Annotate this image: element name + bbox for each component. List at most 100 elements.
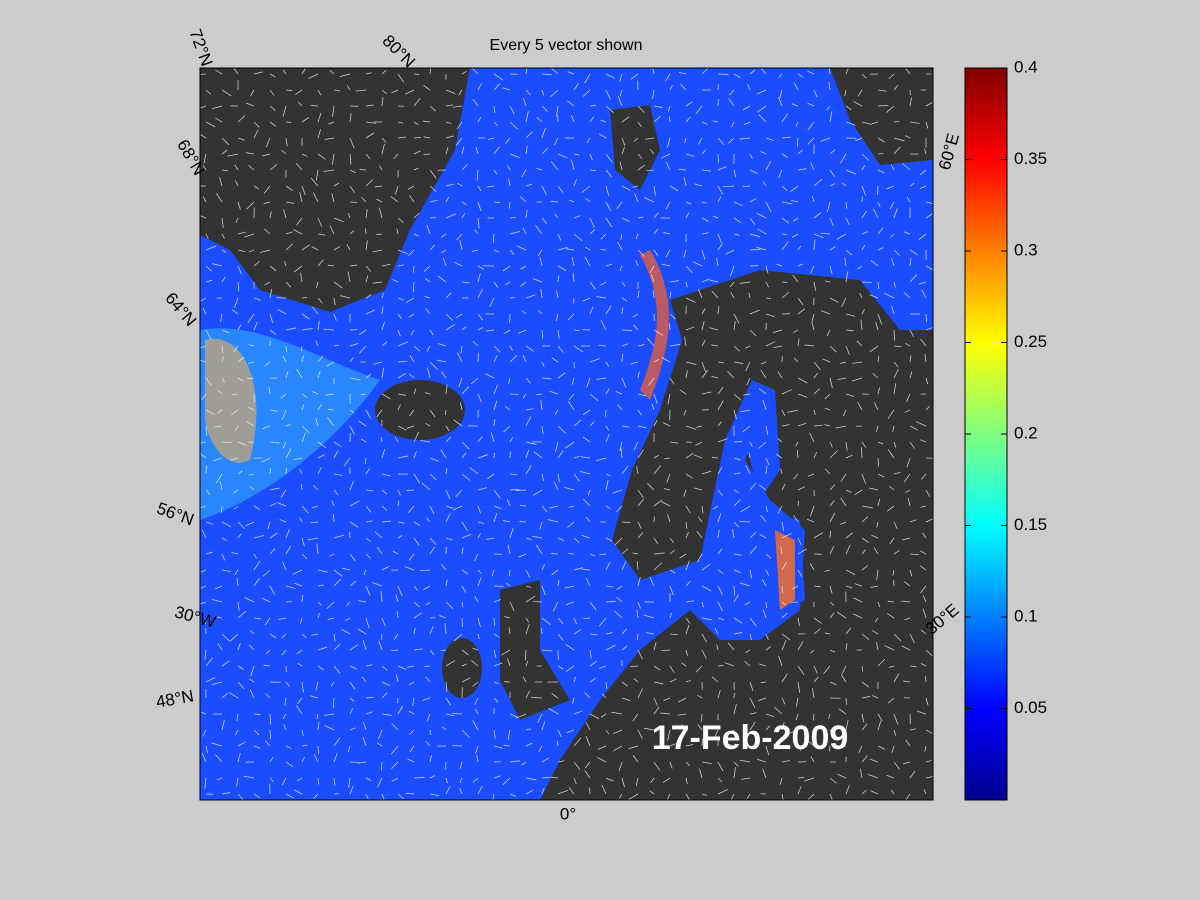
vector: [237, 115, 246, 123]
vector: [582, 436, 591, 443]
vector: [541, 147, 549, 155]
vector: [525, 742, 533, 747]
vector: [325, 393, 335, 396]
vector: [477, 577, 482, 587]
vector: [765, 505, 768, 512]
vector: [861, 789, 867, 795]
vector: [395, 674, 399, 683]
vector: [845, 105, 852, 111]
vector: [236, 777, 239, 787]
vector: [797, 500, 800, 507]
vector: [845, 585, 853, 589]
vector: [493, 729, 496, 739]
vector: [365, 793, 369, 800]
vector: [757, 758, 767, 763]
vector: [525, 131, 533, 139]
vector: [246, 421, 255, 427]
vector: [748, 292, 751, 299]
vector: [584, 761, 591, 769]
vector: [413, 431, 419, 443]
vector: [621, 146, 625, 155]
vector: [861, 549, 867, 555]
vector: [739, 281, 751, 284]
vector: [219, 481, 223, 491]
vector: [397, 489, 401, 496]
vector: [508, 627, 511, 635]
vector: [533, 451, 543, 459]
vector: [570, 159, 575, 171]
vector: [396, 611, 399, 619]
vector: [605, 153, 613, 163]
vector: [617, 404, 623, 411]
current-zone: [205, 338, 257, 463]
vector: [525, 449, 530, 459]
vector: [685, 580, 691, 587]
vector: [765, 569, 770, 576]
vector: [733, 761, 739, 767]
vector: [743, 121, 751, 126]
vector: [925, 649, 933, 657]
vector: [200, 73, 207, 75]
vector: [475, 146, 479, 155]
vector: [628, 793, 639, 800]
vector: [619, 441, 623, 452]
vector: [458, 377, 463, 388]
vector: [637, 688, 643, 699]
vector: [810, 265, 815, 274]
vector: [774, 706, 783, 715]
vector: [824, 280, 831, 283]
vector: [653, 761, 661, 771]
vector: [316, 543, 319, 555]
vector: [717, 438, 728, 443]
vector: [793, 473, 799, 480]
vector: [236, 578, 239, 587]
vector: [859, 292, 863, 299]
vector: [295, 162, 303, 171]
vector: [733, 521, 739, 528]
vector: [749, 633, 752, 641]
vector: [845, 544, 851, 555]
vector: [613, 745, 623, 752]
vector: [461, 71, 467, 75]
vector: [285, 371, 289, 379]
vector: [409, 729, 415, 735]
vector: [717, 529, 720, 539]
vector: [333, 473, 343, 476]
vector: [436, 359, 447, 363]
vector: [697, 288, 703, 299]
vector: [909, 441, 915, 449]
vector: [323, 169, 335, 172]
vector: [557, 617, 564, 625]
vector: [219, 177, 223, 187]
vector: [893, 441, 897, 448]
vector: [429, 473, 437, 481]
vector: [281, 150, 287, 155]
vector: [861, 695, 871, 699]
vector: [628, 745, 639, 750]
vector: [723, 185, 735, 188]
vector: [221, 377, 225, 383]
vector: [365, 104, 374, 107]
vector: [919, 550, 927, 555]
vector: [666, 137, 671, 148]
vector: [564, 486, 575, 491]
vector: [797, 168, 807, 171]
vector: [797, 422, 807, 427]
vector: [781, 601, 787, 606]
vector: [922, 595, 927, 603]
vector: [630, 665, 639, 667]
vector: [743, 393, 751, 396]
vector: [901, 600, 911, 603]
vector: [349, 169, 356, 174]
vector: [380, 436, 383, 443]
vector: [758, 441, 767, 449]
vector: [202, 307, 207, 315]
vector: [796, 137, 799, 147]
vector: [685, 777, 688, 784]
vector: [301, 296, 308, 299]
vector: [445, 409, 447, 416]
vector: [685, 153, 695, 157]
vector: [637, 425, 647, 429]
vector: [205, 551, 213, 555]
vector: [589, 116, 595, 123]
